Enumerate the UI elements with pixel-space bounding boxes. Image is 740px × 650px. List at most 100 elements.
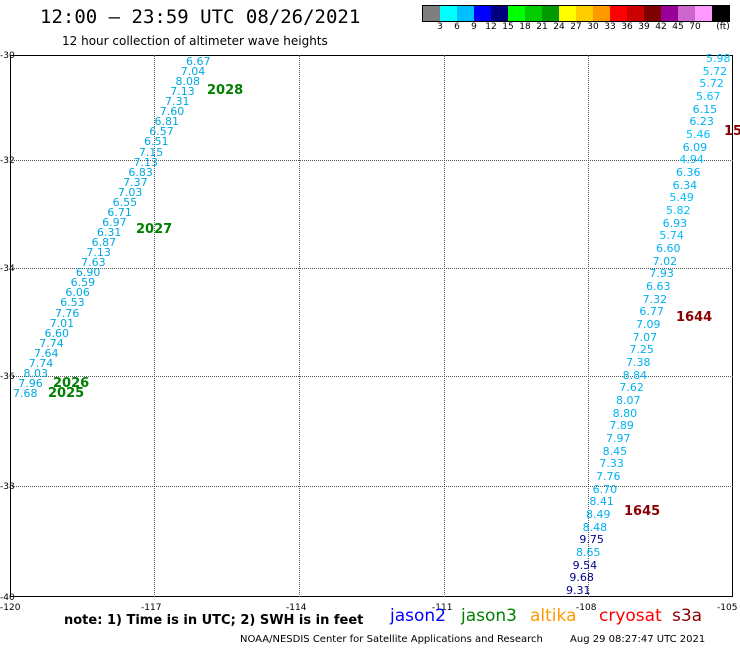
colorbar-label: 45 [672,22,684,32]
swh-value: 9.54 [572,558,598,572]
swh-value: 7.07 [632,330,658,344]
swh-value: 9.75 [579,533,604,547]
swh-value: 5.46 [686,128,711,141]
swh-value: 7.93 [649,267,674,281]
x-tick-label: -108 [576,603,597,613]
swh-value: 7.02 [652,254,678,268]
swh-value: 6.60 [44,326,69,340]
pass-label-1645: 1645 [624,504,661,519]
swh-value: 9.68 [569,571,594,585]
swh-value: 4.94 [679,153,704,167]
swh-value: 7.97 [606,432,631,445]
swh-value: 6.09 [682,140,708,154]
swh-value: 6.36 [676,166,701,179]
swh-value: 5.67 [696,90,721,103]
colorbar [422,5,730,22]
swh-value: 7.63 [81,256,106,270]
swh-value: 7.60 [159,105,185,119]
swh-value: 8.45 [602,444,628,458]
swh-value: 7.76 [596,470,621,483]
colorbar-label: 6 [454,22,460,32]
colorbar-label: 30 [587,22,599,32]
colorbar-swatch [644,6,661,21]
gridline-lon--111 [444,55,445,597]
colorbar-swatch [491,6,508,21]
colorbar-swatch [525,6,542,21]
x-tick-label: -117 [141,603,162,613]
gridline-lon--108 [588,55,589,597]
units-note: note: 1) Time is in UTC; 2) SWH is in fe… [64,613,364,628]
pass-label-1644: 1644 [676,310,713,325]
swh-value: 7.64 [33,346,59,360]
colorbar-swatch [661,6,678,21]
swh-value: 9.31 [566,584,591,597]
colorbar-swatch [474,6,491,21]
swh-value: 7.76 [54,306,80,320]
swh-value: 7.25 [629,343,654,357]
y-tick-label: -32 [0,156,15,166]
swh-value: 6.34 [672,178,698,192]
colorbar-swatch [423,6,440,21]
x-tick-label: -114 [286,603,307,613]
page-title: 12:00 – 23:59 UTC 08/26/2021 [40,6,361,28]
swh-value: 8.65 [576,546,601,559]
swh-value: 8.41 [589,495,614,509]
swh-value: 5.82 [666,204,691,217]
colorbar-label: 3 [437,22,443,32]
swh-value: 7.15 [138,145,164,159]
colorbar-swatch [610,6,627,21]
colorbar-swatch [593,6,610,21]
swh-value: 7.13 [133,155,159,169]
colorbar-label: 42 [655,22,667,32]
colorbar-label: 39 [638,22,650,32]
swh-value: 7.38 [626,356,651,369]
legend-jason2: jason2 [390,606,446,626]
pass-label-2027: 2027 [136,222,173,237]
swh-value: 8.84 [622,368,648,382]
colorbar-swatch [627,6,644,21]
x-tick-label: -111 [432,603,453,613]
colorbar-swatch [712,6,729,21]
swh-value: 8.08 [175,75,201,89]
swh-value: 6.67 [186,55,211,68]
swh-value: 6.83 [128,165,153,179]
swh-value: 7.74 [28,356,54,370]
swh-value: 5.49 [669,191,694,205]
swh-value: 6.97 [102,215,127,229]
legend-altika: altika [530,606,577,626]
swh-value: 6.60 [656,242,681,255]
swh-value: 8.48 [582,520,608,534]
gridline-lat--34 [10,268,733,269]
pass-label-2025: 2025 [48,386,85,401]
colorbar-label: 15 [502,22,514,32]
swh-value: 6.81 [154,115,180,129]
x-tick-label: -120 [0,603,21,613]
swh-value: 8.07 [616,394,641,407]
legend-s3a: s3a [672,606,703,626]
colorbar-swatch [695,6,712,21]
colorbar-label: 18 [519,22,531,32]
swh-value: 7.09 [636,318,661,331]
colorbar-label: 33 [604,22,616,32]
swh-value: 8.03 [23,366,48,380]
y-tick-label: -34 [0,264,15,274]
swh-value: 6.93 [662,216,688,230]
x-tick-label: -105 [717,603,738,613]
page-subtitle: 12 hour collection of altimeter wave hei… [62,34,328,48]
swh-value: 6.51 [144,135,169,149]
swh-value: 5.72 [702,64,728,78]
legend-jason3: jason3 [461,606,517,626]
swh-value: 6.70 [592,482,618,496]
swh-value: 5.74 [659,229,684,243]
swh-value: 7.96 [18,376,43,390]
colorbar-swatch [559,6,576,21]
colorbar-swatch [542,6,559,21]
y-tick-label: -38 [0,482,15,492]
map-plot-area [10,55,733,597]
y-tick-label: -40 [0,593,15,603]
swh-value: 7.13 [86,246,111,260]
swh-value: 7.33 [599,457,624,471]
y-tick-label: -30 [0,51,15,61]
colorbar-label: 9 [471,22,477,32]
colorbar-label: 12 [485,22,497,32]
